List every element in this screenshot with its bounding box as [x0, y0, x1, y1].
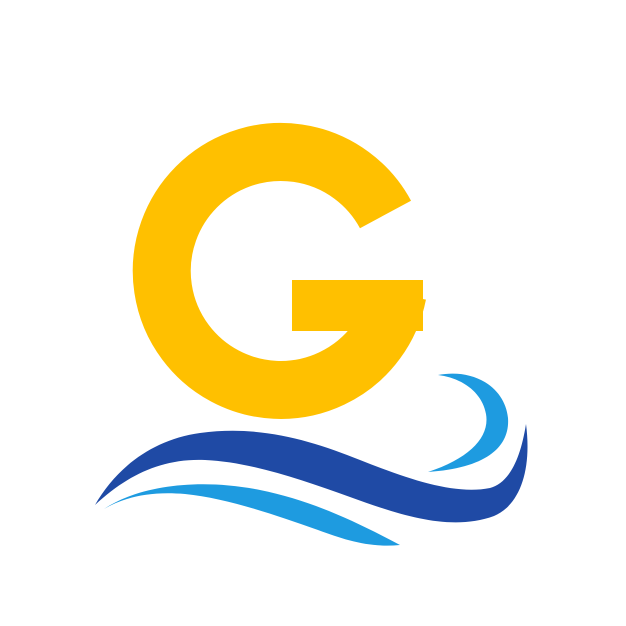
wave-crest — [428, 373, 509, 472]
wave-light-swoosh — [104, 484, 400, 546]
letter-g-icon — [132, 122, 426, 419]
wave-icon — [95, 373, 528, 546]
wave-dark-swoosh — [95, 424, 528, 523]
